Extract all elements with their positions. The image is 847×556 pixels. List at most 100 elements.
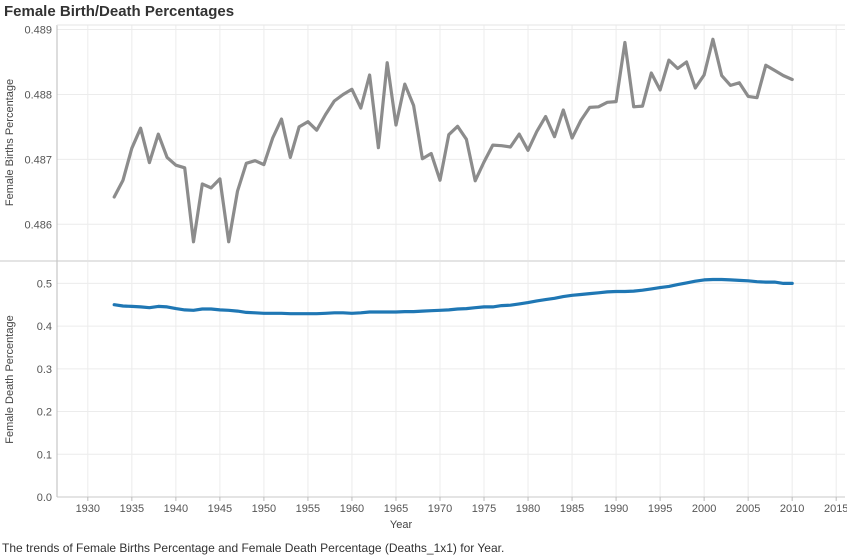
deaths-data-point[interactable] (421, 310, 424, 313)
deaths-data-point[interactable] (544, 298, 547, 301)
births-data-point[interactable] (747, 95, 750, 98)
births-data-point[interactable] (535, 130, 538, 133)
births-data-point[interactable] (456, 125, 459, 128)
deaths-data-point[interactable] (368, 310, 371, 313)
births-data-point[interactable] (394, 123, 397, 126)
deaths-data-point[interactable] (553, 297, 556, 300)
deaths-data-point[interactable] (289, 312, 292, 315)
deaths-data-point[interactable] (139, 305, 142, 308)
births-data-point[interactable] (623, 41, 626, 44)
births-data-point[interactable] (465, 138, 468, 141)
births-data-point[interactable] (526, 149, 529, 152)
births-data-point[interactable] (148, 161, 151, 164)
deaths-data-point[interactable] (588, 292, 591, 295)
deaths-data-point[interactable] (157, 305, 160, 308)
deaths-data-point[interactable] (359, 311, 362, 314)
deaths-data-point[interactable] (773, 281, 776, 284)
births-data-point[interactable] (421, 157, 424, 160)
deaths-data-point[interactable] (615, 290, 618, 293)
births-data-point[interactable] (192, 240, 195, 243)
deaths-data-point[interactable] (315, 312, 318, 315)
births-data-point[interactable] (412, 104, 415, 107)
births-data-point[interactable] (773, 69, 776, 72)
deaths-data-point[interactable] (333, 311, 336, 314)
births-data-point[interactable] (271, 136, 274, 139)
deaths-data-point[interactable] (491, 305, 494, 308)
births-data-point[interactable] (254, 159, 257, 162)
deaths-data-point[interactable] (597, 291, 600, 294)
births-data-point[interactable] (166, 156, 169, 159)
births-data-point[interactable] (544, 115, 547, 118)
deaths-data-point[interactable] (377, 310, 380, 313)
births-data-point[interactable] (236, 190, 239, 193)
births-data-point[interactable] (201, 182, 204, 185)
births-data-point[interactable] (632, 105, 635, 108)
births-data-point[interactable] (447, 133, 450, 136)
deaths-data-point[interactable] (438, 309, 441, 312)
deaths-data-point[interactable] (623, 290, 626, 293)
deaths-data-point[interactable] (667, 285, 670, 288)
births-data-point[interactable] (438, 179, 441, 182)
births-data-point[interactable] (711, 38, 714, 41)
births-series-line[interactable] (112, 37, 794, 244)
births-data-point[interactable] (791, 78, 794, 81)
births-data-point[interactable] (491, 144, 494, 147)
deaths-data-point[interactable] (676, 283, 679, 286)
births-data-point[interactable] (659, 88, 662, 91)
births-data-point[interactable] (306, 120, 309, 123)
deaths-data-point[interactable] (218, 308, 221, 311)
deaths-data-point[interactable] (306, 312, 309, 315)
births-data-point[interactable] (403, 83, 406, 86)
births-data-point[interactable] (262, 163, 265, 166)
deaths-data-point[interactable] (130, 305, 133, 308)
deaths-data-point[interactable] (456, 307, 459, 310)
births-data-point[interactable] (606, 101, 609, 104)
deaths-data-point[interactable] (764, 281, 767, 284)
deaths-data-point[interactable] (148, 306, 151, 309)
deaths-data-point[interactable] (192, 309, 195, 312)
deaths-data-point[interactable] (121, 304, 124, 307)
deaths-data-point[interactable] (482, 305, 485, 308)
deaths-data-point[interactable] (659, 286, 662, 289)
deaths-data-point[interactable] (447, 308, 450, 311)
deaths-data-point[interactable] (403, 310, 406, 313)
deaths-data-point[interactable] (579, 293, 582, 296)
deaths-data-point[interactable] (518, 302, 521, 305)
deaths-data-point[interactable] (747, 279, 750, 282)
births-data-point[interactable] (482, 160, 485, 163)
deaths-data-point[interactable] (711, 278, 714, 281)
births-data-point[interactable] (588, 106, 591, 109)
deaths-data-point[interactable] (703, 278, 706, 281)
births-data-point[interactable] (121, 179, 124, 182)
births-data-point[interactable] (553, 135, 556, 138)
deaths-data-point[interactable] (729, 278, 732, 281)
births-data-point[interactable] (641, 105, 644, 108)
deaths-data-point[interactable] (262, 312, 265, 315)
deaths-data-point[interactable] (791, 282, 794, 285)
births-data-point[interactable] (130, 147, 133, 150)
births-data-point[interactable] (615, 100, 618, 103)
deaths-data-point[interactable] (245, 311, 248, 314)
births-data-point[interactable] (579, 119, 582, 122)
births-data-point[interactable] (289, 156, 292, 159)
births-data-point[interactable] (430, 152, 433, 155)
births-data-point[interactable] (324, 113, 327, 116)
births-data-point[interactable] (333, 99, 336, 102)
births-data-point[interactable] (685, 60, 688, 63)
births-data-point[interactable] (738, 81, 741, 84)
deaths-data-point[interactable] (271, 312, 274, 315)
deaths-data-point[interactable] (350, 312, 353, 315)
births-data-point[interactable] (368, 73, 371, 76)
deaths-data-point[interactable] (720, 278, 723, 281)
deaths-data-point[interactable] (342, 311, 345, 314)
births-data-point[interactable] (720, 74, 723, 77)
births-data-point[interactable] (359, 107, 362, 110)
deaths-data-point[interactable] (324, 312, 327, 315)
deaths-series-line[interactable] (112, 277, 794, 316)
deaths-data-point[interactable] (298, 312, 301, 315)
deaths-data-point[interactable] (412, 310, 415, 313)
births-data-point[interactable] (245, 162, 248, 165)
births-data-point[interactable] (210, 186, 213, 189)
deaths-data-point[interactable] (755, 280, 758, 283)
births-data-point[interactable] (218, 177, 221, 180)
